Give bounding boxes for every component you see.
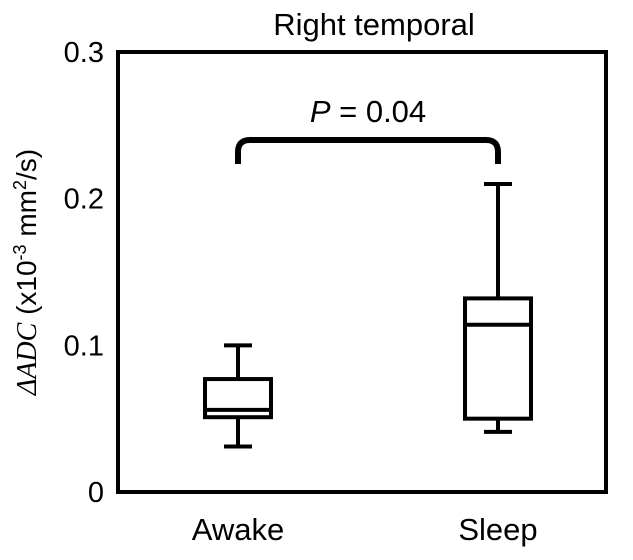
x-tick-labels: Awake Sleep bbox=[192, 512, 538, 547]
boxes bbox=[203, 182, 533, 449]
y-axis-label-unit-prefix: (x10 bbox=[11, 260, 42, 322]
p-value-symbol: P bbox=[310, 94, 331, 129]
y-axis-label-symbol: ΔADC bbox=[12, 322, 43, 396]
svg-text:ΔADC (x10-3 mm2/s): ΔADC (x10-3 mm2/s) bbox=[10, 149, 43, 396]
significance-bracket bbox=[235, 137, 501, 164]
y-tick-label: 0 bbox=[88, 477, 104, 509]
p-value-label: P = 0.04 bbox=[310, 94, 426, 129]
y-tick-label: 0.1 bbox=[64, 330, 104, 362]
y-axis-label: ΔADC (x10-3 mm2/s) bbox=[10, 149, 43, 396]
y-axis-label-unit-suffix: /s) bbox=[11, 149, 42, 180]
y-axis-label-unit-mid: mm bbox=[11, 190, 42, 244]
y-tick-label: 0.3 bbox=[64, 37, 104, 69]
box-sleep bbox=[463, 182, 533, 434]
plot-frame bbox=[116, 50, 608, 494]
x-tick-label: Awake bbox=[192, 512, 285, 547]
interquartile-box bbox=[463, 296, 533, 421]
y-axis-label-unit-exp2: 2 bbox=[10, 180, 30, 190]
y-axis-label-unit-exp: -3 bbox=[10, 244, 30, 260]
x-tick-label: Sleep bbox=[458, 512, 537, 547]
y-tick-labels: 0 0.1 0.2 0.3 bbox=[64, 37, 104, 509]
chart-title: Right temporal bbox=[273, 7, 475, 42]
y-tick-label: 0.2 bbox=[64, 184, 104, 216]
box-awake bbox=[203, 343, 273, 449]
significance-annotation: P = 0.04 bbox=[235, 94, 501, 164]
p-value-text: = 0.04 bbox=[331, 94, 427, 129]
